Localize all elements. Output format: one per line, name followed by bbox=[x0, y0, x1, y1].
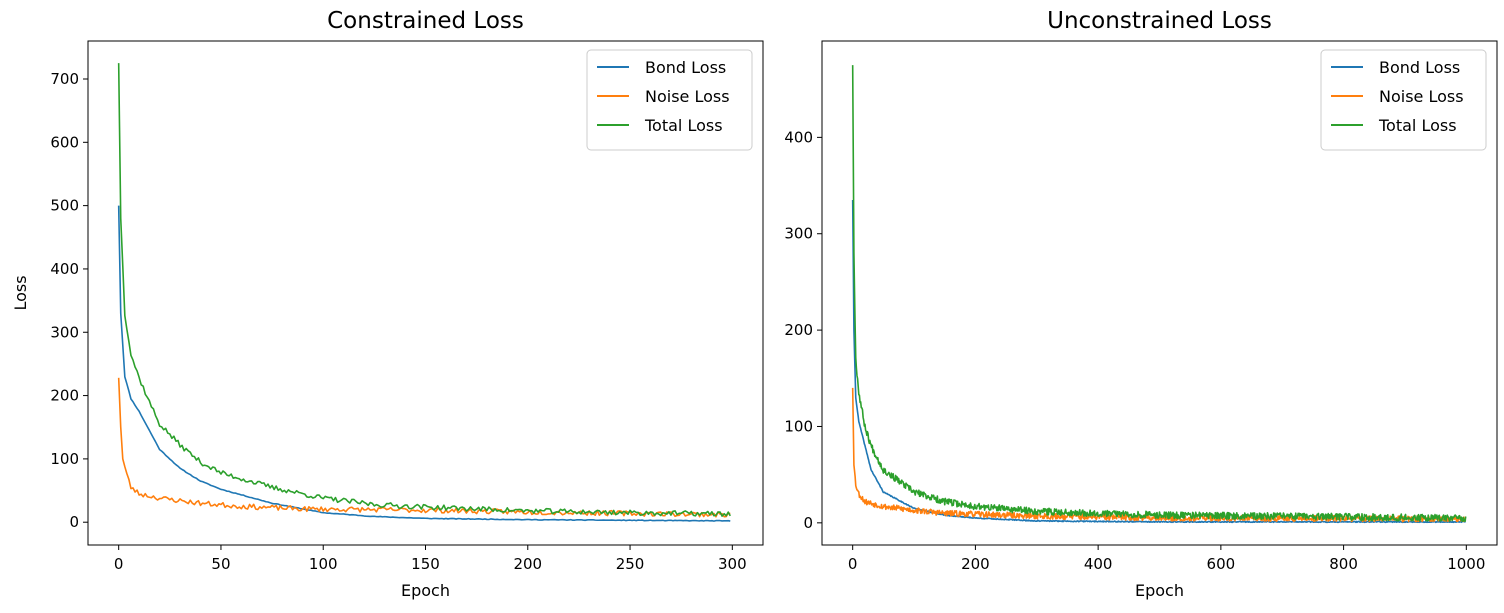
unconstrained-y-tick-label: 300 bbox=[784, 225, 813, 243]
unconstrained-x-tick-label: 200 bbox=[961, 555, 990, 573]
unconstrained-series-bond-loss bbox=[851, 200, 1466, 524]
unconstrained-x-tick-label: 400 bbox=[1084, 555, 1113, 573]
unconstrained-x-tick-label: 800 bbox=[1329, 555, 1358, 573]
unconstrained-y-tick-label: 400 bbox=[784, 128, 813, 146]
constrained-x-axis-label: Epoch bbox=[401, 581, 450, 600]
unconstrained-legend: Bond Loss Noise Loss Total Loss bbox=[1320, 49, 1487, 151]
unconstrained-y-tick-label: 200 bbox=[784, 321, 813, 339]
constrained-legend: Bond Loss Noise Loss Total Loss bbox=[586, 49, 753, 151]
constrained-y-tick-label: 700 bbox=[50, 70, 79, 88]
unconstrained-legend-label: Total Loss bbox=[1378, 116, 1457, 135]
constrained-y-axis-label: Loss bbox=[11, 275, 30, 310]
unconstrained-series-group bbox=[851, 65, 1467, 524]
constrained-x-tick-label: 50 bbox=[211, 555, 230, 573]
unconstrained-x-axis-label: Epoch bbox=[1135, 581, 1184, 600]
unconstrained-x-tick-label: 0 bbox=[848, 555, 858, 573]
constrained-y-tick-label: 400 bbox=[50, 260, 79, 278]
unconstrained-chart: Unconstrained Loss 0 200 400 600 800 1000 0 100 2… bbox=[784, 8, 1498, 600]
constrained-legend-label: Total Loss bbox=[644, 116, 723, 135]
constrained-x-tick-label: 200 bbox=[513, 555, 542, 573]
constrained-x-tick-label: 100 bbox=[309, 555, 338, 573]
constrained-x-tick-label: 150 bbox=[411, 555, 440, 573]
constrained-x-tick-label: 300 bbox=[718, 555, 747, 573]
constrained-legend-label: Bond Loss bbox=[645, 58, 726, 77]
constrained-chart-title: Constrained Loss bbox=[327, 8, 524, 34]
unconstrained-chart-title: Unconstrained Loss bbox=[1047, 8, 1272, 34]
unconstrained-plot-frame bbox=[821, 40, 1498, 546]
unconstrained-series-total-loss bbox=[851, 65, 1467, 523]
constrained-series-total-loss bbox=[117, 63, 731, 517]
unconstrained-x-tick-label: 600 bbox=[1207, 555, 1236, 573]
constrained-series-group bbox=[117, 63, 731, 522]
constrained-y-tick-label: 300 bbox=[50, 323, 79, 341]
unconstrained-legend-label: Bond Loss bbox=[1379, 58, 1460, 77]
constrained-series-bond-loss bbox=[117, 205, 731, 522]
unconstrained-x-tick-label: 1000 bbox=[1447, 555, 1485, 573]
unconstrained-legend-label: Noise Loss bbox=[1379, 87, 1464, 106]
constrained-series-noise-loss bbox=[117, 377, 731, 518]
constrained-y-tick-label: 200 bbox=[50, 387, 79, 405]
constrained-x-tick-label: 250 bbox=[616, 555, 645, 573]
constrained-y-tick-label: 100 bbox=[50, 450, 79, 468]
constrained-y-tick-label: 500 bbox=[50, 197, 79, 215]
constrained-chart: Constrained Loss 0 50 100 150 200 250 300 0 100 20… bbox=[11, 8, 764, 600]
constrained-x-tick-label: 0 bbox=[114, 555, 124, 573]
constrained-y-tick-label: 600 bbox=[50, 133, 79, 151]
unconstrained-y-tick-label: 100 bbox=[784, 417, 813, 435]
constrained-y-tick-label: 0 bbox=[69, 513, 79, 531]
constrained-legend-label: Noise Loss bbox=[645, 87, 730, 106]
unconstrained-y-tick-label: 0 bbox=[803, 514, 813, 532]
